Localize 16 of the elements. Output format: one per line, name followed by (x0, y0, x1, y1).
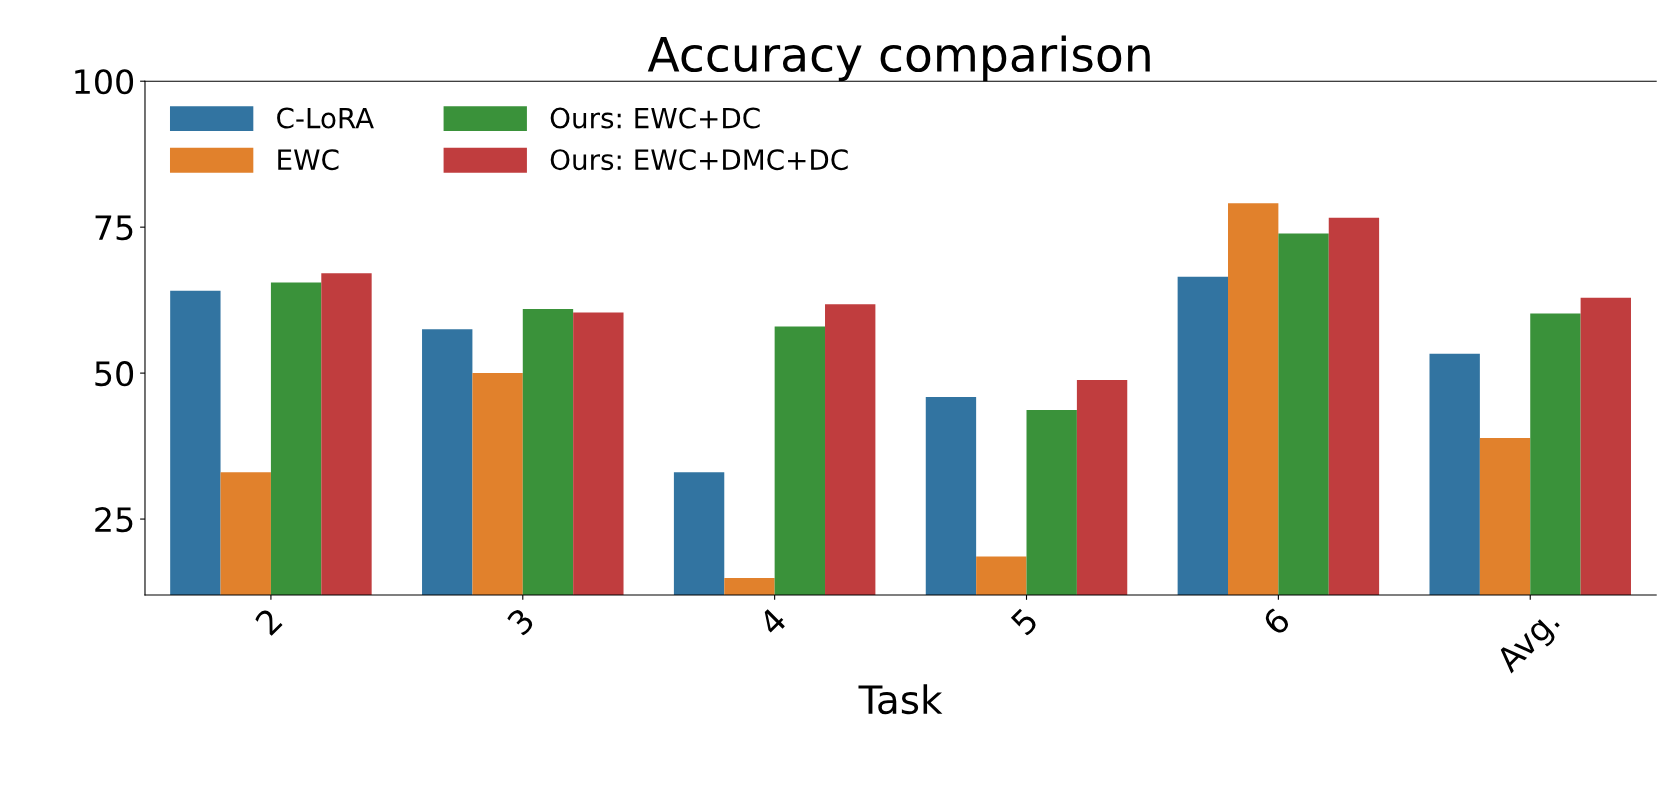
chart-title: Accuracy comparison (647, 35, 1150, 82)
y-tick-label: 75 (95, 215, 133, 241)
x-tick-label: 6 (1261, 606, 1292, 637)
y-tick-label: 25 (95, 506, 133, 533)
y-tick-label: 50 (95, 361, 134, 387)
x-tick-label: 5 (1010, 607, 1039, 637)
x-tick-label: 2 (254, 607, 283, 636)
x-tick-label: 4 (757, 606, 788, 637)
x-tick-label: 3 (506, 606, 536, 637)
legend-label: EWC (278, 149, 339, 171)
legend-label: Ours: EWC+DMC+DC (550, 149, 848, 171)
x-axis-title: Task (858, 684, 943, 715)
legend-label: C-LoRA (277, 107, 374, 129)
y-tick-label: 100 (75, 69, 134, 95)
legend-label: Ours: EWC+DC (550, 107, 760, 129)
x-tick-label: Avg. (1494, 607, 1565, 679)
